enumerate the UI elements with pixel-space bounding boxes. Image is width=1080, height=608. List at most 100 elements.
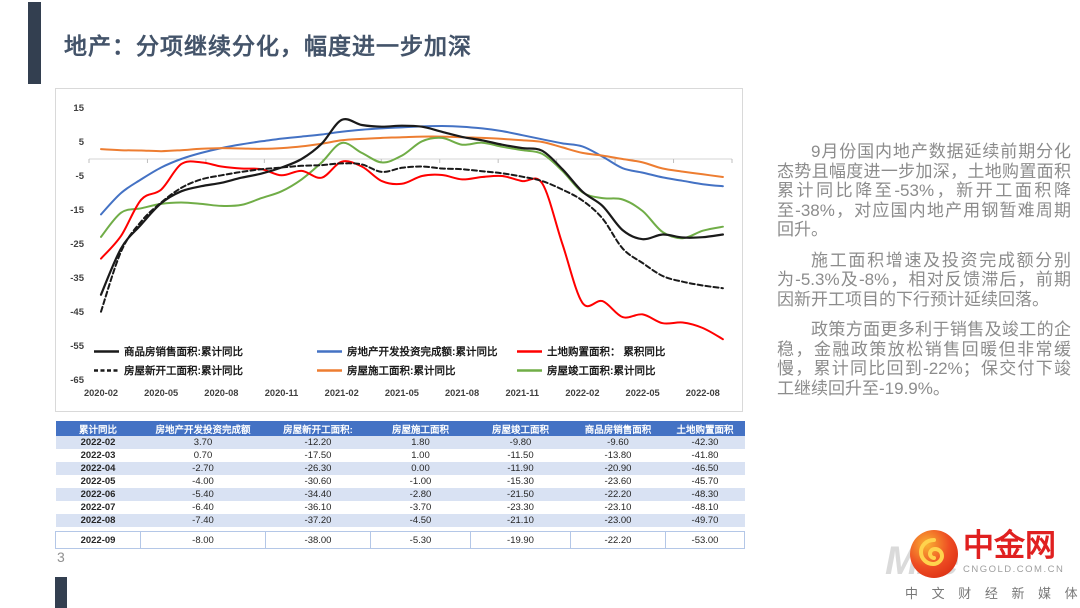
legend-label: 房屋新开工面积:累计同比 <box>124 364 243 377</box>
table-row: 2022-03 0.70 -17.50 1.00 -11.50 -13.80 -41.80 <box>55 449 745 462</box>
legend-label: 房屋施工面积:累计同比 <box>347 364 456 377</box>
table-row: 2022-05 -4.00 -30.60 -1.00 -15.30 -23.60 -45.7… <box>55 475 745 488</box>
table-value-cell: -22.20 <box>570 488 666 501</box>
table-date-cell: 2022-02 <box>55 436 141 449</box>
commentary-paragraph: 政策方面更多利于销售及竣工的企稳，金融政策放松销售回暖但非常缓慢，累计同比回到-… <box>777 320 1071 398</box>
table-value-cell: -42.30 <box>665 436 745 449</box>
table-value-cell: -48.30 <box>665 488 745 501</box>
table-value-cell: -3.70 <box>370 501 471 514</box>
data-table: 累计同比 房地产开发投资完成额 房屋新开工面积: 房屋施工面积 房屋竣工面积 商品房销售面… <box>55 421 745 549</box>
table-row: 2022-08 -7.40 -37.20 -4.50 -21.10 -23.00 -49.7… <box>55 514 745 527</box>
svg-text:-15: -15 <box>70 205 84 216</box>
table-value-cell: -17.50 <box>265 449 371 462</box>
legend-label: 房地产开发投资完成额:累计同比 <box>347 345 498 358</box>
table-date-cell: 2022-04 <box>55 462 141 475</box>
table-value-cell: -46.50 <box>665 462 745 475</box>
title-accent-bar <box>28 2 41 84</box>
table-value-cell: 0.00 <box>370 462 471 475</box>
table-value-cell: -20.90 <box>570 462 666 475</box>
table-row: 2022-06 -5.40 -34.40 -2.80 -21.50 -22.20 -48.3… <box>55 488 745 501</box>
table-header-cell: 房屋竣工面积 <box>470 421 571 436</box>
table-header-cell: 商品房销售面积 <box>570 421 666 436</box>
commentary: 9月份国内地产数据延续前期分化态势且幅度进一步加深，土地购置面积累计同比降至-5… <box>777 142 1071 409</box>
table-row: 2022-07 -6.40 -36.10 -3.70 -23.30 -23.10 -48.1… <box>55 501 745 514</box>
table-value-cell: -49.70 <box>665 514 745 527</box>
table-value-cell: -34.40 <box>265 488 371 501</box>
table-date-cell: 2022-05 <box>55 475 141 488</box>
table-date-cell: 2022-08 <box>55 514 141 527</box>
table-value-cell: -9.60 <box>570 436 666 449</box>
table-header-row: 累计同比 房地产开发投资完成额 房屋新开工面积: 房屋施工面积 房屋竣工面积 商品房销售面… <box>55 421 745 436</box>
table-value-cell: -37.20 <box>265 514 371 527</box>
chart-series-2 <box>100 160 724 341</box>
table-value-cell: 1.00 <box>370 449 471 462</box>
chart-series-1 <box>100 124 724 216</box>
table-value-cell: -36.10 <box>265 501 371 514</box>
logo-tagline: 中 文 财 经 新 媒 体 <box>905 586 1080 601</box>
chart-series-3 <box>100 162 724 313</box>
table-value-cell: -1.00 <box>370 475 471 488</box>
table-value-cell: -7.40 <box>140 514 266 527</box>
table-value-cell: -48.10 <box>665 501 745 514</box>
table-date-cell: 2022-07 <box>55 501 141 514</box>
page-number: 3 <box>57 549 65 565</box>
chart-series-5 <box>100 136 724 240</box>
page-title: 地产：分项继续分化，幅度进一步加深 <box>64 33 472 59</box>
table-row: 2022-09 -8.00 -38.00 -5.30 -19.90 -22.20 -53.0… <box>55 531 745 549</box>
table-value-cell: -15.30 <box>470 475 571 488</box>
legend-label: 商品房销售面积:累计同比 <box>124 345 243 358</box>
table-header-cell: 房地产开发投资完成额 <box>140 421 266 436</box>
svg-text:2022-05: 2022-05 <box>626 388 660 398</box>
commentary-paragraph: 9月份国内地产数据延续前期分化态势且幅度进一步加深，土地购置面积累计同比降至-5… <box>777 142 1071 239</box>
table-value-cell: -6.40 <box>140 501 266 514</box>
table-date-cell: 2022-09 <box>55 531 141 549</box>
table-value-cell: -4.50 <box>370 514 471 527</box>
svg-text:2022-08: 2022-08 <box>686 388 720 398</box>
table-value-cell: 0.70 <box>140 449 266 462</box>
table-value-cell: -19.90 <box>470 531 571 549</box>
svg-text:-35: -35 <box>70 273 84 284</box>
svg-text:15: 15 <box>73 103 84 114</box>
logo-brand: 中金网 <box>963 528 1056 563</box>
table-value-cell: -4.00 <box>140 475 266 488</box>
footer-accent-bar <box>55 577 67 608</box>
table-value-cell: -11.90 <box>470 462 571 475</box>
svg-text:2020-05: 2020-05 <box>144 388 178 398</box>
svg-text:2022-02: 2022-02 <box>565 388 599 398</box>
table-value-cell: -21.10 <box>470 514 571 527</box>
commentary-paragraph: 施工面积增速及投资完成额分别为-5.3%及-8%，相对反馈滞后，前期因新开工项目… <box>777 250 1071 309</box>
table-value-cell: -23.00 <box>570 514 666 527</box>
svg-text:2021-08: 2021-08 <box>445 388 479 398</box>
table-value-cell: -30.60 <box>265 475 371 488</box>
cngold-logo-icon <box>910 530 958 578</box>
svg-text:-45: -45 <box>70 307 84 318</box>
table-header-cell: 累计同比 <box>55 421 141 436</box>
table-value-cell: -23.10 <box>570 501 666 514</box>
table-value-cell: 3.70 <box>140 436 266 449</box>
svg-text:2021-05: 2021-05 <box>385 388 419 398</box>
svg-text:2021-11: 2021-11 <box>505 388 539 398</box>
table-value-cell: -41.80 <box>665 449 745 462</box>
svg-text:-65: -65 <box>70 375 84 386</box>
table-value-cell: -45.70 <box>665 475 745 488</box>
table-value-cell: -12.20 <box>265 436 371 449</box>
cngold-logo: Mke 中金网 CNGOLD.COM.CN 中 文 财 经 新 媒 体 <box>885 523 1080 603</box>
x-axis-labels: 2020-02 2020-05 2020-08 2020-11 2021-02 2021-… <box>84 388 720 398</box>
chart-series-4 <box>100 135 724 178</box>
table-value-cell: -5.30 <box>370 531 471 549</box>
svg-text:-25: -25 <box>70 239 84 250</box>
table-value-cell: -2.70 <box>140 462 266 475</box>
table-date-cell: 2022-03 <box>55 449 141 462</box>
table-spacer <box>55 527 745 532</box>
table-header-cell: 土地购置面积 <box>665 421 745 436</box>
svg-text:2020-08: 2020-08 <box>204 388 238 398</box>
chart-panel: 15 5 -5 -15 -25 -35 -45 -55 -65 2020-02 2020-05 202… <box>55 88 743 412</box>
table-value-cell: -23.60 <box>570 475 666 488</box>
svg-text:2020-02: 2020-02 <box>84 388 118 398</box>
table-row: 2022-02 3.70 -12.20 1.80 -9.80 -9.60 -42.30 <box>55 436 745 449</box>
table-value-cell: -22.20 <box>570 531 666 549</box>
table-value-cell: -13.80 <box>570 449 666 462</box>
chart-legend: 商品房销售面积:累计同比 房地产开发投资完成额:累计同比 土地购置面积： 累积同比房… <box>94 345 666 377</box>
table-header-cell: 房屋施工面积 <box>370 421 471 436</box>
